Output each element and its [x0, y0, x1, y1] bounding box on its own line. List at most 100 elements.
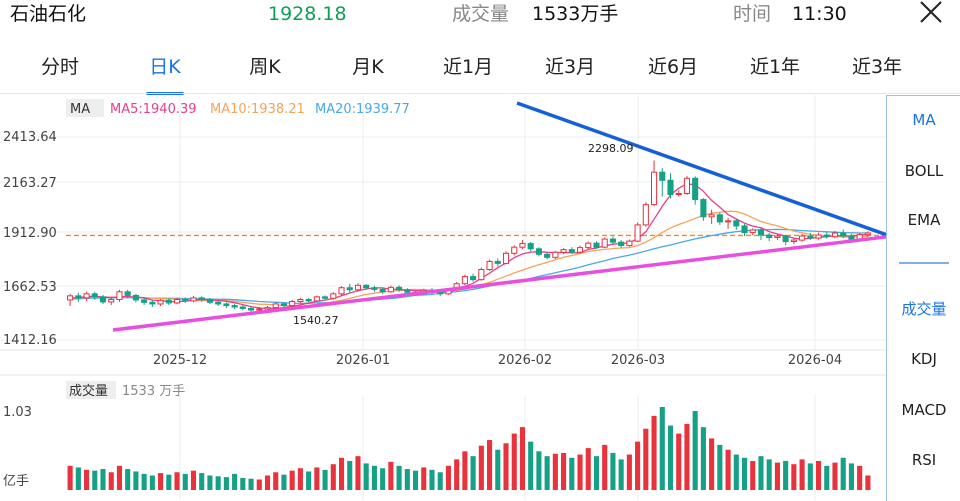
volume-legend-title: 成交量: [69, 383, 108, 399]
volume-bar: [799, 459, 805, 490]
volume-bar: [264, 475, 271, 490]
volume-bar: [552, 453, 558, 490]
tab-week-k[interactable]: 周K: [249, 56, 281, 78]
tab-intraday[interactable]: 分时: [40, 56, 79, 78]
candle-body: [749, 229, 756, 234]
candle-body: [659, 171, 666, 181]
volume-bar: [421, 467, 427, 490]
volume-unit: 亿手: [3, 474, 29, 489]
high-annotation: 2298.09: [588, 142, 634, 155]
volume-bar: [412, 470, 419, 490]
low-annotation: 1540.27: [293, 314, 339, 327]
close-icon[interactable]: [916, 0, 946, 26]
indicator-ma[interactable]: MA: [912, 111, 936, 129]
volume-bar: [141, 473, 147, 490]
candle-body: [601, 238, 608, 248]
volume-bar: [618, 459, 624, 490]
price-axis: 2413.64 2163.27 1912.90 1662.53 1412.16: [3, 130, 57, 348]
volume-bar: [281, 474, 287, 490]
candle-body: [256, 308, 263, 311]
volume-bar: [232, 473, 238, 490]
volume-bar: [347, 460, 353, 490]
tab-1-month[interactable]: 近1月: [442, 56, 494, 78]
candle-body: [667, 179, 674, 195]
volume-max-tick: 1.03: [3, 405, 32, 420]
volume-bar: [67, 465, 73, 490]
volume-bars: [67, 407, 871, 490]
price-tick: 1912.90: [3, 226, 57, 241]
candle-body: [502, 252, 510, 264]
indicator-kdj[interactable]: KDJ: [911, 350, 937, 368]
volume-bar: [709, 438, 715, 490]
volume-bar: [832, 462, 838, 490]
volume-bar: [297, 468, 303, 490]
volume-bar: [700, 427, 706, 490]
volume-bar: [626, 454, 632, 490]
candle-body: [790, 239, 797, 243]
volume-bar: [733, 454, 739, 490]
volume-bar: [445, 465, 451, 490]
candle-body: [486, 260, 493, 270]
volume-bar: [215, 476, 221, 490]
candle-body: [99, 296, 107, 303]
volume-bar: [190, 470, 197, 490]
candle-body: [396, 286, 403, 291]
candle-body: [716, 214, 723, 223]
candle-body: [733, 220, 740, 227]
volume-bar: [207, 475, 213, 490]
indicator-ema[interactable]: EMA: [907, 211, 941, 229]
volume-label: 成交量: [452, 3, 510, 25]
candle-body: [330, 293, 337, 299]
volume-bar: [248, 478, 254, 490]
volume-bar: [371, 465, 377, 490]
candle-body: [67, 295, 74, 301]
candle-body: [313, 296, 320, 302]
candle-body: [157, 299, 164, 305]
tab-day-k[interactable]: 日K: [149, 56, 181, 78]
volume-bar: [635, 441, 641, 490]
date-tick: 2025-12: [153, 353, 207, 368]
candle-body: [223, 303, 230, 307]
descending-trend-line: [516, 101, 886, 237]
candle-body: [371, 287, 378, 290]
volume-legend: 成交量 1533 万手: [66, 381, 185, 399]
volume-bar: [116, 465, 123, 490]
volume-bar: [848, 463, 854, 490]
candle-body: [108, 298, 115, 303]
tab-6-months[interactable]: 近6月: [647, 56, 699, 78]
time-label: 时间: [733, 3, 772, 25]
period-tabs: 分时 日K 周K 月K 近1月 近3月 近6月 近1年 近3年: [0, 46, 902, 95]
price-tick: 2413.64: [3, 130, 57, 145]
candle-body: [626, 240, 633, 247]
moving-average-lines: [70, 183, 868, 310]
candle-body: [470, 276, 477, 281]
candle-body: [322, 296, 329, 299]
volume-bar: [750, 460, 756, 490]
tab-3-months[interactable]: 近3月: [544, 56, 596, 78]
indicator-volume[interactable]: 成交量: [901, 300, 947, 318]
candle-body: [535, 248, 542, 255]
volume-bar: [388, 461, 394, 490]
volume-bar: [380, 468, 386, 490]
volume-bar: [289, 470, 295, 490]
candle-body: [823, 234, 830, 238]
indicator-boll[interactable]: BOLL: [904, 162, 944, 180]
candle-body: [75, 295, 82, 299]
candle-body: [708, 214, 715, 218]
price-tick: 2163.27: [3, 176, 57, 191]
indicator-rsi[interactable]: RSI: [911, 451, 937, 469]
tab-3-years[interactable]: 近3年: [851, 56, 903, 78]
candle-body: [91, 293, 98, 298]
volume-bar: [462, 451, 468, 490]
candle-body: [618, 241, 625, 247]
candle-body: [651, 171, 658, 206]
tab-1-year[interactable]: 近1年: [749, 56, 801, 78]
candle-body: [494, 260, 501, 264]
candle-body: [149, 301, 156, 305]
ma10-line: [70, 210, 868, 308]
indicator-macd[interactable]: MACD: [901, 401, 947, 419]
kline-chart[interactable]: 2413.64 2163.27 1912.90 1662.53 1412.16 …: [0, 95, 886, 500]
volume-bar: [741, 457, 748, 490]
tab-month-k[interactable]: 月K: [352, 56, 384, 78]
volume-bar: [824, 465, 830, 490]
